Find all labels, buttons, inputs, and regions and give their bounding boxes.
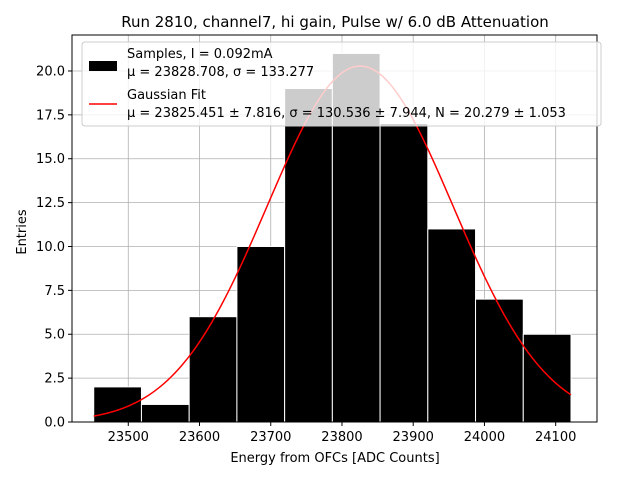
histogram-bar — [140, 403, 190, 423]
legend-swatch-samples — [89, 61, 117, 71]
x-axis-label: Energy from OFCs [ADC Counts] — [230, 451, 439, 466]
histogram-bar — [93, 386, 142, 423]
x-tick-label: 23800 — [321, 430, 362, 445]
x-tick-label: 24100 — [535, 430, 576, 445]
x-tick-label: 23900 — [393, 430, 434, 445]
legend-stats-fit: μ = 23825.451 ± 7.816, σ = 130.536 ± 7.9… — [127, 106, 566, 121]
y-tick-label: 20.0 — [36, 64, 65, 79]
histogram-bar — [379, 123, 429, 423]
y-tick-label: 10.0 — [36, 240, 65, 255]
x-tick-label: 24000 — [464, 430, 505, 445]
legend-stats-samples: μ = 23828.708, σ = 133.277 — [127, 65, 314, 80]
histogram-bar — [475, 298, 524, 423]
x-tick-label: 23600 — [179, 430, 220, 445]
y-tick-label: 0.0 — [44, 416, 65, 431]
plot-frame — [71, 34, 598, 423]
histogram-bar — [427, 228, 477, 423]
chart-title: Run 2810, channel7, hi gain, Pulse w/ 6.… — [121, 13, 549, 31]
legend: Samples, I = 0.092mA μ = 23828.708, σ = … — [81, 41, 602, 127]
legend-box — [81, 41, 602, 127]
y-tick-label: 17.5 — [36, 108, 65, 123]
y-tick-label: 2.5 — [44, 372, 65, 387]
histogram-bar — [236, 245, 286, 423]
histogram-bar — [188, 316, 238, 423]
y-axis-ticks: 0.0 2.5 5.0 7.5 10.0 12.5 15.0 17.5 20.0 — [36, 64, 72, 431]
y-tick-label: 7.5 — [44, 284, 65, 299]
x-tick-label: 23500 — [108, 430, 149, 445]
y-tick-label: 15.0 — [36, 152, 65, 167]
x-axis-ticks: 23500 23600 23700 23800 23900 24000 24100 — [108, 422, 576, 445]
legend-label-samples: Samples, I = 0.092mA — [127, 47, 273, 62]
x-tick-label: 23700 — [250, 430, 291, 445]
histogram-bar — [284, 88, 333, 423]
legend-label-fit: Gaussian Fit — [127, 88, 206, 103]
y-axis-label: Entries — [15, 209, 30, 255]
histogram-bar — [522, 333, 572, 423]
y-tick-label: 5.0 — [44, 328, 65, 343]
y-tick-label: 12.5 — [36, 196, 65, 211]
